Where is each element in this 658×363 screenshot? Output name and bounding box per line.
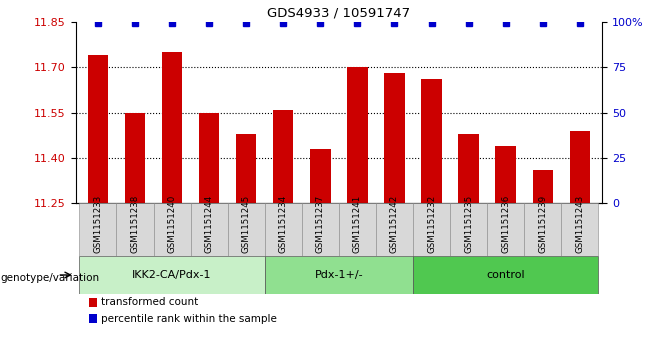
- Bar: [80, 256, 265, 294]
- Bar: [302, 203, 339, 256]
- Title: GDS4933 / 10591747: GDS4933 / 10591747: [267, 6, 411, 19]
- Text: genotype/variation: genotype/variation: [1, 273, 100, 283]
- Text: GSM1151241: GSM1151241: [353, 195, 362, 253]
- Bar: [376, 203, 413, 256]
- Text: percentile rank within the sample: percentile rank within the sample: [101, 314, 276, 324]
- Bar: [459, 134, 479, 203]
- Text: GSM1151244: GSM1151244: [205, 195, 214, 253]
- Bar: [228, 203, 265, 256]
- Text: GSM1151243: GSM1151243: [575, 195, 584, 253]
- Bar: [88, 55, 108, 203]
- Bar: [384, 73, 405, 203]
- Text: transformed count: transformed count: [101, 297, 198, 307]
- Text: GSM1151236: GSM1151236: [501, 195, 510, 253]
- Bar: [310, 149, 330, 203]
- Text: GSM1151233: GSM1151233: [93, 195, 103, 253]
- Text: control: control: [486, 270, 525, 280]
- Text: Pdx-1+/-: Pdx-1+/-: [315, 270, 363, 280]
- Bar: [162, 52, 182, 203]
- Bar: [125, 113, 145, 203]
- Bar: [495, 146, 516, 203]
- Bar: [153, 203, 191, 256]
- Bar: [413, 203, 450, 256]
- Bar: [487, 203, 524, 256]
- Bar: [450, 203, 487, 256]
- Text: GSM1151242: GSM1151242: [390, 195, 399, 253]
- Text: IKK2-CA/Pdx-1: IKK2-CA/Pdx-1: [132, 270, 212, 280]
- Text: GSM1151245: GSM1151245: [241, 195, 251, 253]
- Text: GSM1151234: GSM1151234: [279, 195, 288, 253]
- Text: GSM1151232: GSM1151232: [427, 195, 436, 253]
- Bar: [532, 170, 553, 203]
- Text: GSM1151238: GSM1151238: [130, 195, 139, 253]
- Bar: [347, 67, 368, 203]
- Bar: [80, 203, 116, 256]
- Bar: [421, 79, 442, 203]
- Bar: [236, 134, 257, 203]
- Bar: [199, 113, 219, 203]
- Bar: [561, 203, 598, 256]
- Bar: [191, 203, 228, 256]
- Bar: [570, 131, 590, 203]
- Text: GSM1151235: GSM1151235: [464, 195, 473, 253]
- Bar: [265, 256, 413, 294]
- Bar: [265, 203, 302, 256]
- Bar: [116, 203, 153, 256]
- Bar: [339, 203, 376, 256]
- Text: GSM1151237: GSM1151237: [316, 195, 325, 253]
- Bar: [273, 110, 293, 203]
- Text: GSM1151240: GSM1151240: [168, 195, 176, 253]
- Text: GSM1151239: GSM1151239: [538, 195, 547, 253]
- Bar: [413, 256, 598, 294]
- Bar: [524, 203, 561, 256]
